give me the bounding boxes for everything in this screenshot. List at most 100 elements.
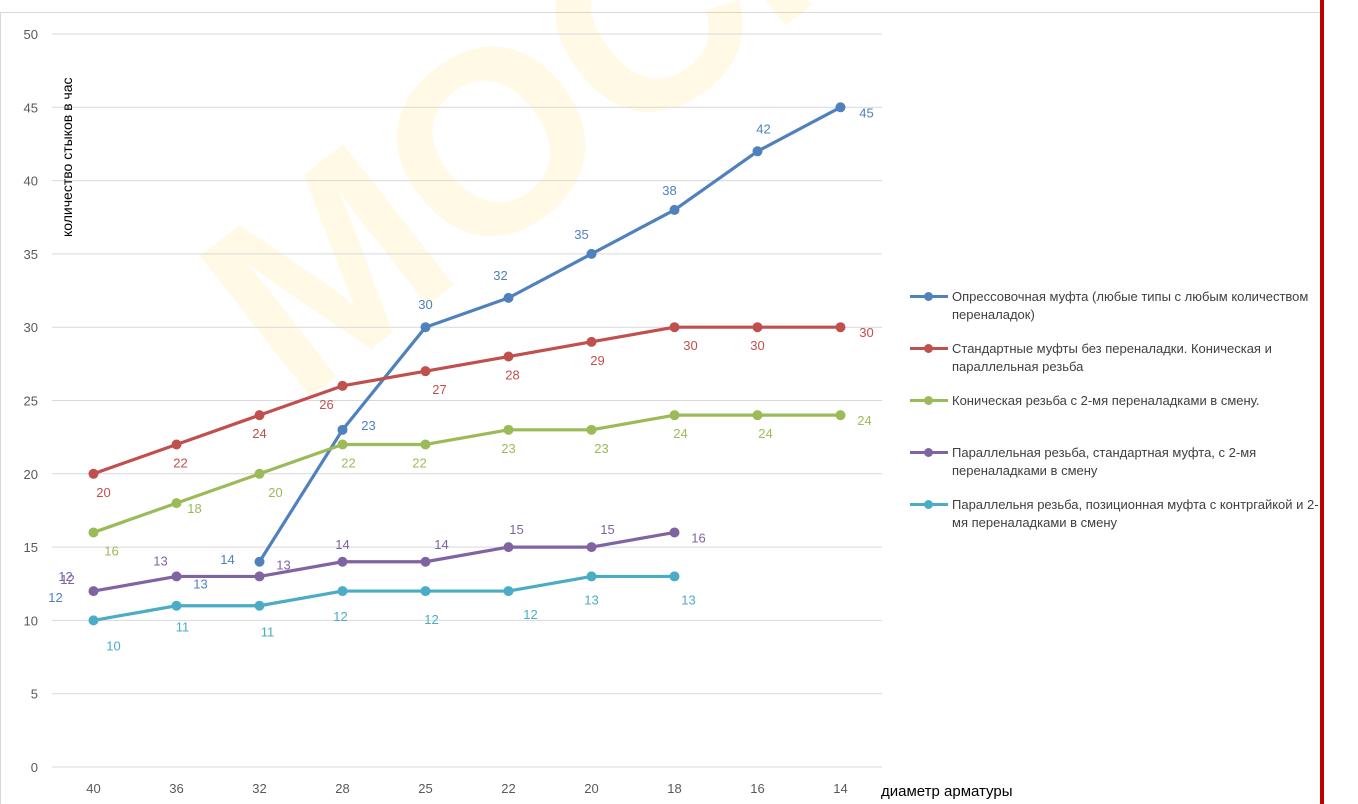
x-axis-label: диаметр арматуры [881, 783, 1013, 800]
data-point [669, 527, 680, 538]
data-label: 20 [96, 485, 110, 500]
data-point [337, 556, 348, 567]
data-point [254, 600, 265, 611]
data-label: 30 [683, 338, 697, 353]
data-label: 11 [261, 625, 275, 640]
data-point [503, 542, 514, 553]
y-tick-label: 20 [24, 467, 38, 482]
data-label: 42 [756, 121, 770, 136]
data-label: 23 [361, 418, 375, 433]
data-label: 45 [859, 105, 873, 120]
data-point [420, 556, 431, 567]
data-point [503, 292, 514, 303]
data-label: 15 [600, 522, 614, 537]
series-line [258, 105, 842, 563]
series-line [92, 325, 841, 476]
top-border [0, 12, 1320, 13]
data-point [254, 556, 265, 567]
series-line [93, 574, 675, 622]
data-point [171, 439, 182, 450]
data-point [835, 322, 846, 333]
y-axis-label: количество стыков в час [59, 78, 75, 237]
data-label: 13 [681, 592, 695, 607]
data-point [503, 586, 514, 597]
data-label: 11 [176, 620, 190, 635]
data-point [752, 410, 763, 421]
data-point [752, 146, 763, 157]
legend-item: Коническая резьба с 2-мя переналадками в… [908, 392, 1330, 410]
data-point [337, 380, 348, 391]
data-point [586, 424, 597, 435]
data-label: 24 [758, 426, 772, 441]
y-tick-label: 10 [24, 613, 38, 628]
x-tick-label: 32 [252, 781, 266, 796]
legend-item: Стандартные муфты без переналадки. Конич… [908, 340, 1330, 376]
data-label: 18 [187, 501, 201, 516]
data-labels: 14 23 30 32 35 38 42 45 20 22 24 26 27 28 29 30 30 30 16 18… [48, 105, 873, 653]
data-point [586, 248, 597, 259]
y-tick-label: 40 [24, 174, 38, 189]
data-point [337, 439, 348, 450]
data-point [586, 336, 597, 347]
data-label: 13 [276, 557, 290, 572]
legend-swatch [908, 444, 950, 460]
series-lines [88, 102, 846, 626]
data-label: 15 [509, 522, 523, 537]
data-point [835, 410, 846, 421]
data-label: 12 [60, 572, 74, 587]
data-label: 26 [319, 397, 333, 412]
data-point [254, 468, 265, 479]
legend-label: Коническая резьба с 2-мя переналадками в… [952, 393, 1260, 408]
data-label: 14 [335, 537, 349, 552]
data-label: 13 [584, 592, 598, 607]
data-point [669, 204, 680, 215]
data-point [171, 498, 182, 509]
x-tick-label: 14 [833, 781, 847, 796]
legend-swatch-marker [924, 344, 933, 353]
y-tick-label: 45 [24, 100, 38, 115]
legend-swatch-marker [924, 396, 933, 405]
x-tick-label: 22 [501, 781, 515, 796]
series-line [92, 413, 841, 534]
data-point [337, 586, 348, 597]
data-point [171, 571, 182, 582]
y-tick-label: 30 [24, 320, 38, 335]
data-label: 12 [48, 590, 62, 605]
data-point [88, 586, 99, 597]
data-label: 23 [501, 441, 515, 456]
data-point [835, 102, 846, 113]
legend-label: Параллельня резьба, позиционная муфта с … [952, 497, 1319, 530]
legend-swatch-marker [924, 500, 933, 509]
grid [52, 33, 882, 768]
legend-item: Параллельня резьба, позиционная муфта с … [908, 496, 1330, 532]
data-point [669, 571, 680, 582]
series-line [93, 530, 675, 593]
legend-swatch [908, 392, 950, 408]
x-tick-label: 25 [418, 781, 432, 796]
legend-label: Опрессовочная муфта (любые типы с любым … [952, 289, 1309, 322]
x-tick-label: 28 [335, 781, 349, 796]
data-label: 29 [590, 353, 604, 368]
data-point [420, 322, 431, 333]
data-point [586, 542, 597, 553]
x-tick-label: 16 [750, 781, 764, 796]
data-label: 23 [594, 441, 608, 456]
legend-swatch-marker [924, 448, 933, 457]
y-tick-label: 50 [24, 27, 38, 42]
legend-item: Опрессовочная муфта (любые типы с любым … [908, 288, 1330, 324]
data-point [88, 615, 99, 626]
y-axis-ticks: 0 5 10 15 20 25 30 35 40 45 50 [24, 27, 38, 775]
data-label: 35 [574, 227, 588, 242]
data-label: 24 [673, 426, 687, 441]
data-point [337, 424, 348, 435]
x-tick-label: 40 [86, 781, 100, 796]
data-label: 24 [252, 426, 266, 441]
data-point [420, 439, 431, 450]
data-label: 10 [106, 638, 120, 653]
legend-swatch [908, 288, 950, 304]
data-point [88, 468, 99, 479]
x-axis-ticks: 40 36 32 28 25 22 20 18 16 14 [86, 781, 847, 796]
legend-swatch [908, 496, 950, 512]
data-label: 20 [268, 485, 282, 500]
